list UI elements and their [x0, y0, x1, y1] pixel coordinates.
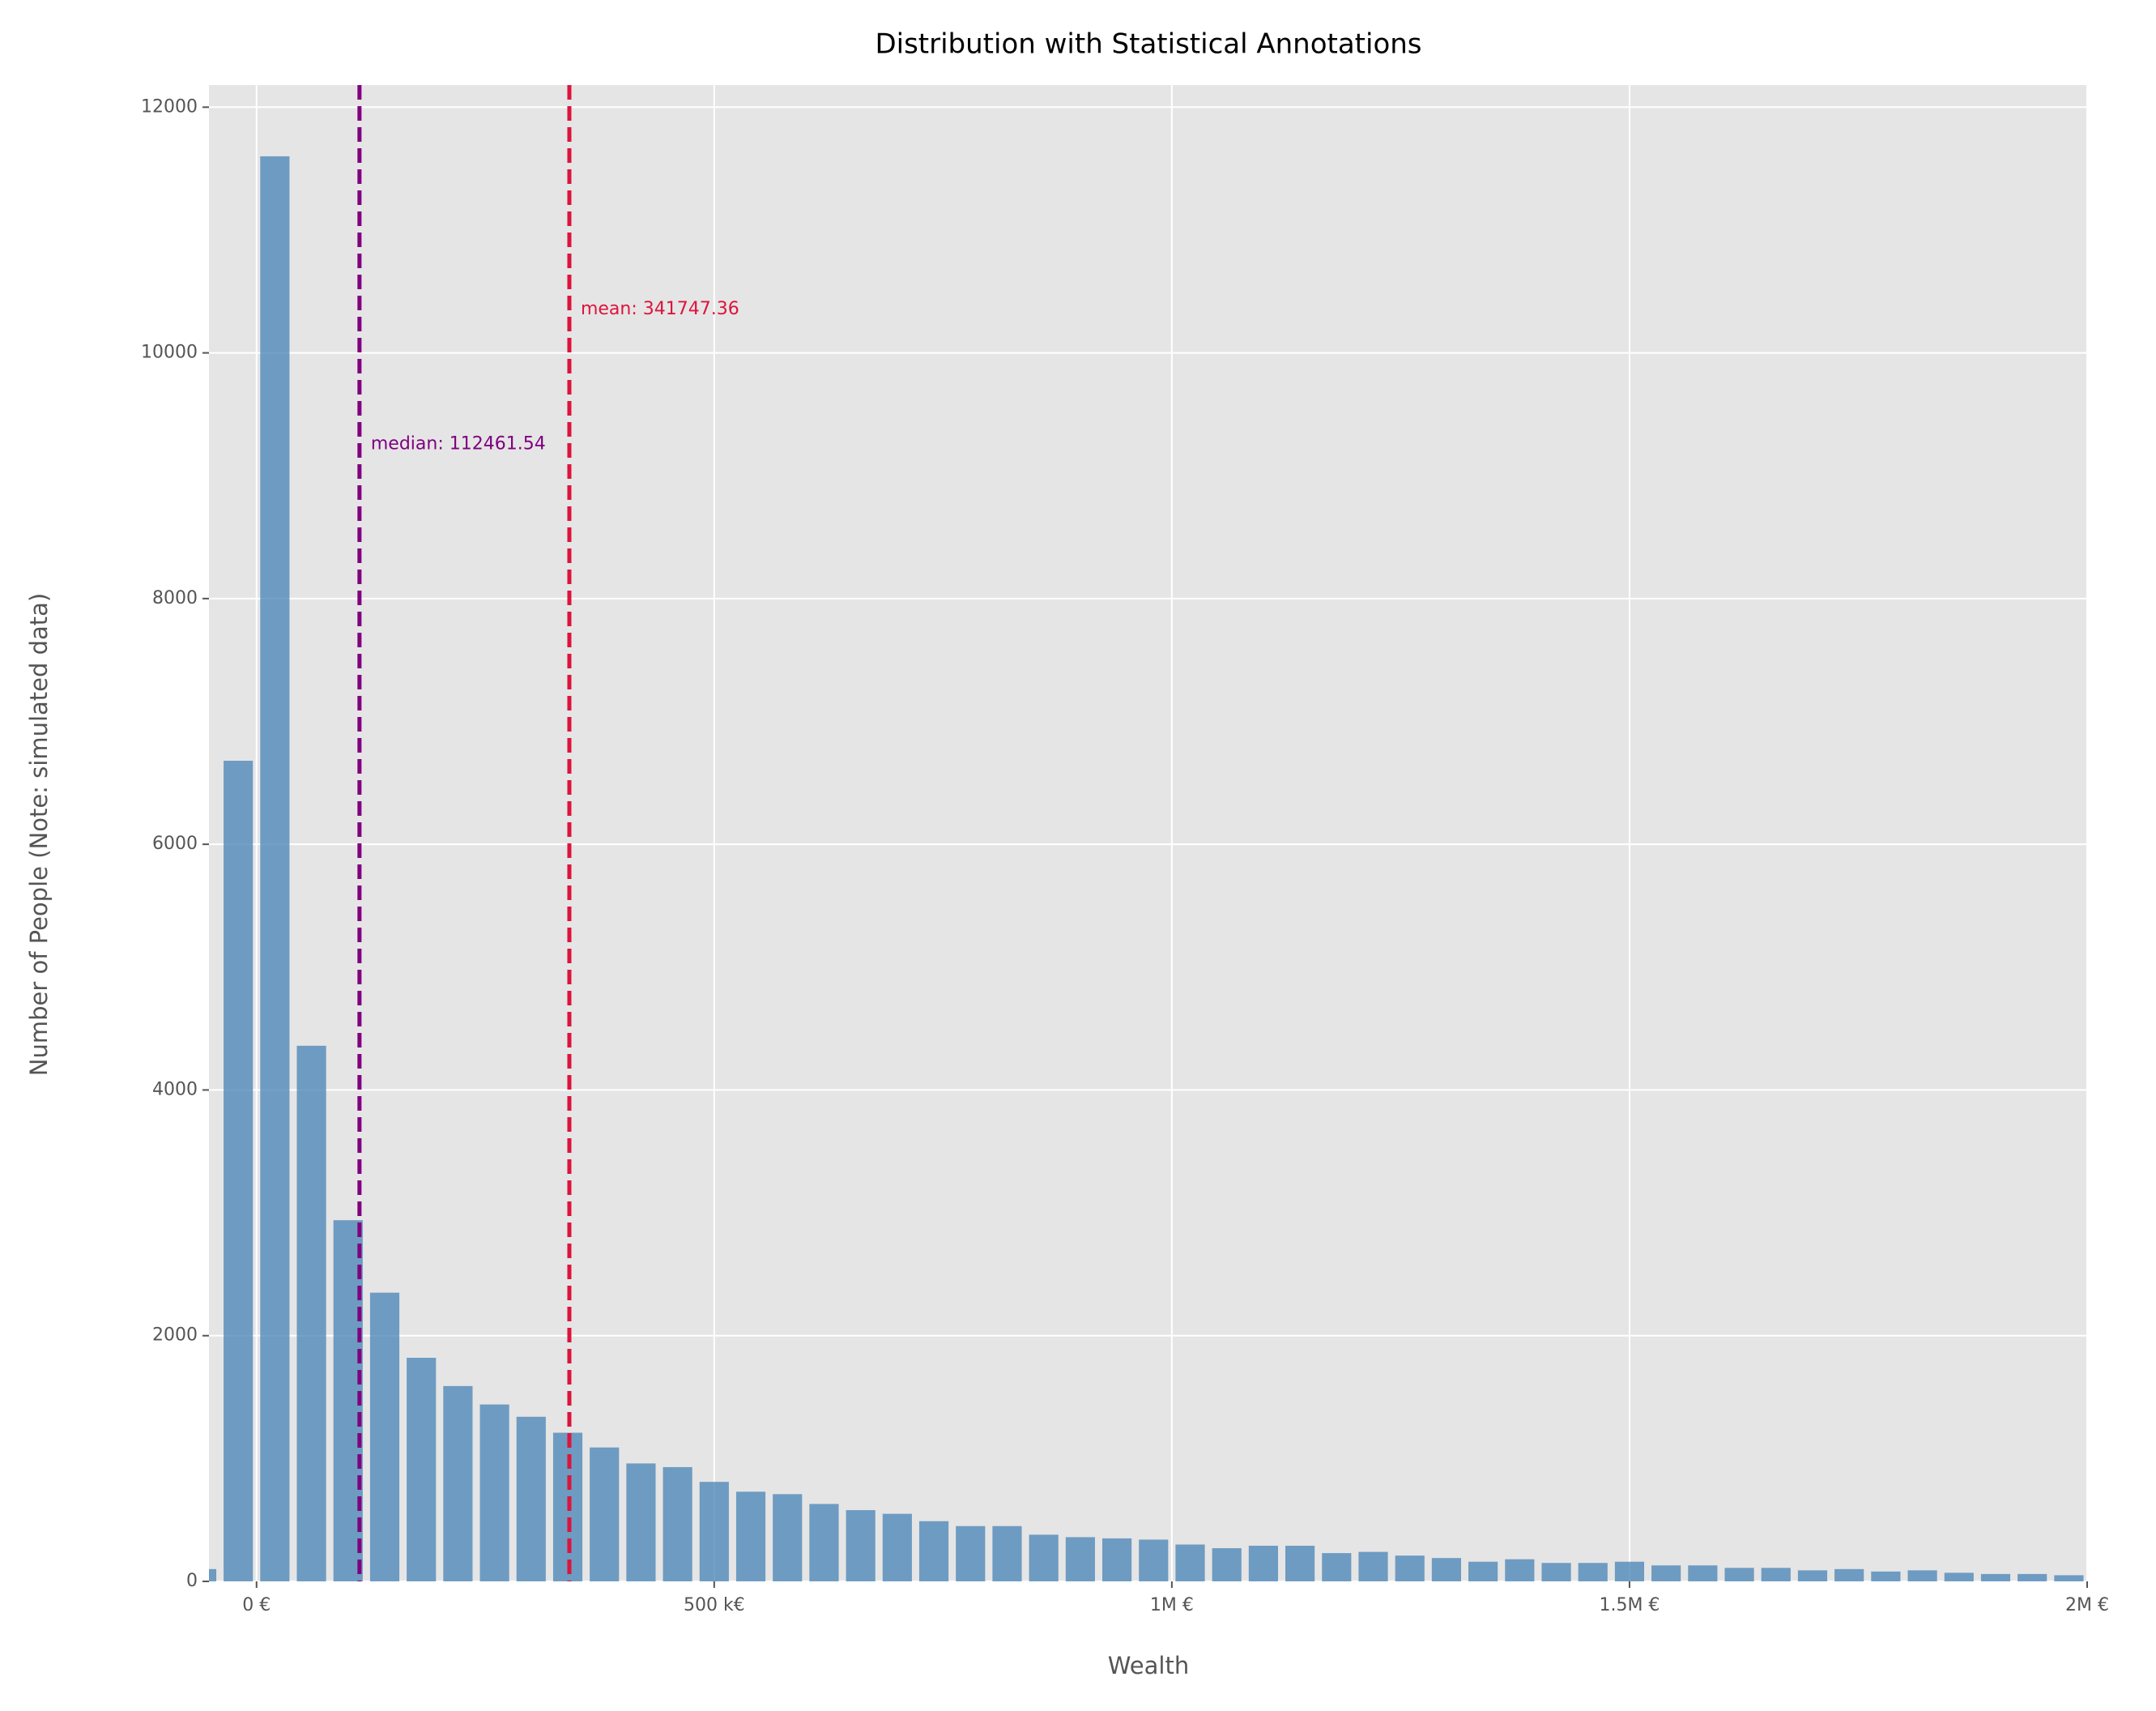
x-tick-label: 0 €: [242, 1595, 271, 1615]
bar: [260, 156, 290, 1581]
bar: [516, 1416, 546, 1581]
bar: [1212, 1548, 1242, 1581]
bar: [479, 1404, 509, 1581]
bar: [590, 1447, 620, 1581]
x-tick-label: 2M €: [2065, 1595, 2109, 1615]
bar: [1248, 1546, 1278, 1581]
y-tick-label: 6000: [152, 834, 198, 854]
y-tick-label: 2000: [152, 1325, 198, 1346]
bar: [1395, 1555, 1425, 1581]
bar: [1578, 1563, 1608, 1581]
bar: [1322, 1553, 1352, 1581]
chart-title: Distribution with Statistical Annotation…: [875, 28, 1421, 61]
bar: [296, 1045, 326, 1581]
x-tick-label: 1.5M €: [1599, 1595, 1660, 1615]
bar: [735, 1491, 766, 1581]
bar: [1101, 1538, 1132, 1581]
plot-area: [209, 85, 2087, 1581]
y-tick-label: 4000: [152, 1079, 198, 1099]
bar: [2054, 1575, 2084, 1581]
bar: [443, 1385, 473, 1581]
bar: [1980, 1573, 2011, 1581]
bar: [1907, 1570, 1937, 1581]
bar: [1065, 1537, 1095, 1581]
bar: [699, 1482, 729, 1581]
bar: [626, 1463, 656, 1581]
y-tick-label: 8000: [152, 588, 198, 608]
bar: [224, 761, 254, 1581]
bar: [1029, 1534, 1059, 1581]
bar: [992, 1525, 1022, 1581]
bar: [1285, 1546, 1315, 1581]
bar: [1505, 1559, 1535, 1581]
bar: [1797, 1570, 1828, 1581]
y-tick-label: 0: [186, 1571, 198, 1591]
annotation: median: 112461.54: [371, 433, 546, 454]
bar: [1431, 1558, 1461, 1581]
bar: [209, 1568, 217, 1581]
bar: [1761, 1568, 1791, 1581]
bar: [1175, 1544, 1205, 1581]
bar: [1871, 1571, 1901, 1581]
bar: [1541, 1563, 1571, 1581]
bar: [1651, 1565, 1681, 1581]
bar: [369, 1292, 400, 1581]
bar: [1468, 1561, 1498, 1581]
bar: [773, 1494, 803, 1581]
y-tick-label: 12000: [141, 96, 198, 117]
bar: [918, 1521, 949, 1581]
bar: [1724, 1568, 1754, 1581]
x-axis-label: Wealth: [1108, 1652, 1189, 1679]
bar: [663, 1466, 692, 1581]
x-tick-label: 1M €: [1150, 1595, 1194, 1615]
y-axis-label: Number of People (Note: simulated data): [25, 593, 53, 1077]
bar: [1614, 1561, 1645, 1581]
bar: [1834, 1568, 1864, 1581]
bar: [956, 1525, 986, 1581]
bar: [1944, 1572, 1974, 1581]
bar: [882, 1513, 912, 1581]
bar: [809, 1504, 839, 1581]
bar: [1358, 1551, 1388, 1581]
bar: [2018, 1573, 2047, 1581]
bar: [407, 1358, 437, 1581]
x-tick-label: 500 k€: [684, 1595, 745, 1615]
bar: [1139, 1539, 1169, 1581]
bar: [846, 1510, 876, 1581]
y-tick-label: 10000: [141, 343, 198, 363]
annotation: mean: 341747.36: [581, 299, 739, 319]
bar: [1688, 1565, 1718, 1581]
